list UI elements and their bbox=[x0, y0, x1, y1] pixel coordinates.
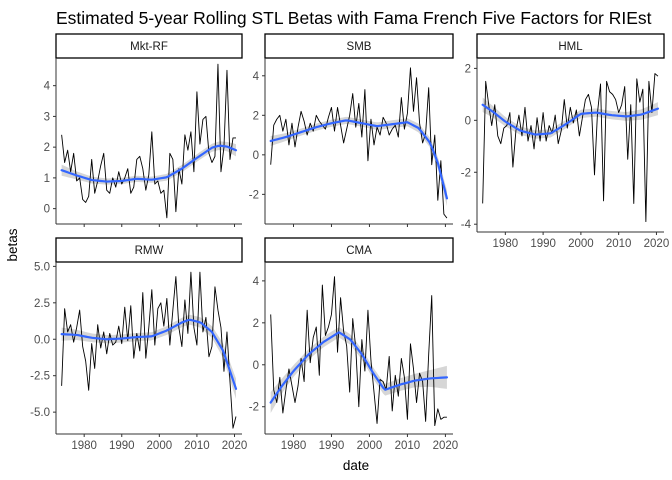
x-tick-label: 2010 bbox=[184, 440, 210, 452]
y-tick-label: 3 bbox=[44, 111, 50, 123]
y-tick-label: -2 bbox=[249, 402, 259, 414]
y-tick-label: 2 bbox=[253, 318, 259, 330]
x-tick-label: 1990 bbox=[319, 440, 345, 452]
beta-series-line bbox=[61, 63, 236, 219]
y-tick-label: 4 bbox=[44, 81, 51, 93]
y-tick-label: 2 bbox=[253, 110, 259, 122]
strip-label: RMW bbox=[135, 245, 164, 257]
panel-hml: HML -4 -2 0 2 1980 1990 2000 2010 2020 bbox=[461, 33, 670, 250]
smooth-trend-line bbox=[269, 119, 449, 200]
strip-box bbox=[264, 237, 454, 263]
facet-panels: Mkt-RF 0 1 2 3 4 SMB -2 0 2 4 HML -4 -2 0 2 1980 1990 2000… bbox=[30, 33, 670, 452]
x-tick-label: 1980 bbox=[71, 440, 97, 452]
x-tick-label: 2020 bbox=[433, 440, 459, 452]
panel-rmw: RMW -5.0 -2.5 0.0 2.5 5.0 1980 1990 2000 2010 2020 bbox=[30, 237, 248, 452]
y-tick-label: 0 bbox=[465, 115, 471, 127]
y-tick-label: -4 bbox=[461, 219, 472, 231]
x-tick-label: 2010 bbox=[395, 440, 421, 452]
x-tick-label: 2000 bbox=[568, 238, 594, 250]
strip-box bbox=[55, 33, 243, 59]
y-tick-label: 2.5 bbox=[34, 298, 50, 310]
chart-title: Estimated 5-year Rolling STL Betas with … bbox=[56, 8, 652, 28]
x-axis-label: date bbox=[343, 458, 369, 473]
y-tick-label: 1 bbox=[44, 173, 50, 185]
x-tick-label: 2000 bbox=[147, 440, 173, 452]
x-tick-label: 1980 bbox=[281, 440, 307, 452]
y-tick-label: 0 bbox=[253, 150, 259, 162]
strip-label: HML bbox=[558, 41, 583, 53]
strip-label: CMA bbox=[346, 245, 372, 257]
confidence-ribbon bbox=[61, 314, 236, 400]
panel-cma: CMA -2 0 2 4 1980 1990 2000 2010 2020 bbox=[249, 237, 459, 452]
strip-box bbox=[264, 33, 454, 59]
smooth-trend-line bbox=[481, 103, 660, 136]
y-tick-label: 4 bbox=[253, 276, 260, 288]
beta-series-line bbox=[270, 276, 447, 427]
beta-series-line bbox=[270, 67, 448, 219]
strip-label: SMB bbox=[347, 41, 372, 53]
x-tick-label: 2020 bbox=[644, 238, 670, 250]
y-tick-label: 0 bbox=[253, 360, 259, 372]
beta-series-line bbox=[61, 271, 237, 429]
y-tick-label: 2 bbox=[465, 63, 471, 75]
x-tick-label: 2010 bbox=[606, 238, 632, 250]
x-tick-label: 1980 bbox=[493, 238, 519, 250]
strip-label: Mkt-RF bbox=[130, 41, 168, 53]
x-tick-label: 2020 bbox=[222, 440, 248, 452]
y-tick-label: 2 bbox=[44, 142, 50, 154]
y-tick-label: 4 bbox=[253, 71, 260, 83]
smooth-trend-line bbox=[269, 331, 449, 404]
x-tick-label: 2000 bbox=[357, 440, 383, 452]
strip-box bbox=[55, 237, 243, 263]
beta-series-line bbox=[482, 73, 659, 223]
y-tick-label: 0.0 bbox=[34, 334, 50, 346]
x-tick-label: 1990 bbox=[109, 440, 135, 452]
panel-mkt-rf: Mkt-RF 0 1 2 3 4 bbox=[44, 33, 243, 227]
y-axis-label: betas bbox=[5, 228, 20, 261]
y-tick-label: -5.0 bbox=[30, 407, 50, 419]
strip-box bbox=[476, 33, 665, 59]
y-tick-label: -2.5 bbox=[30, 371, 50, 383]
smooth-trend-line bbox=[60, 318, 238, 390]
y-tick-label: 0 bbox=[44, 204, 50, 216]
y-tick-label: 5.0 bbox=[34, 261, 50, 273]
y-tick-label: -2 bbox=[461, 167, 471, 179]
x-tick-label: 1990 bbox=[530, 238, 556, 250]
y-tick-label: -2 bbox=[249, 189, 259, 201]
panel-smb: SMB -2 0 2 4 bbox=[249, 33, 454, 227]
smooth-trend-line bbox=[60, 144, 238, 183]
